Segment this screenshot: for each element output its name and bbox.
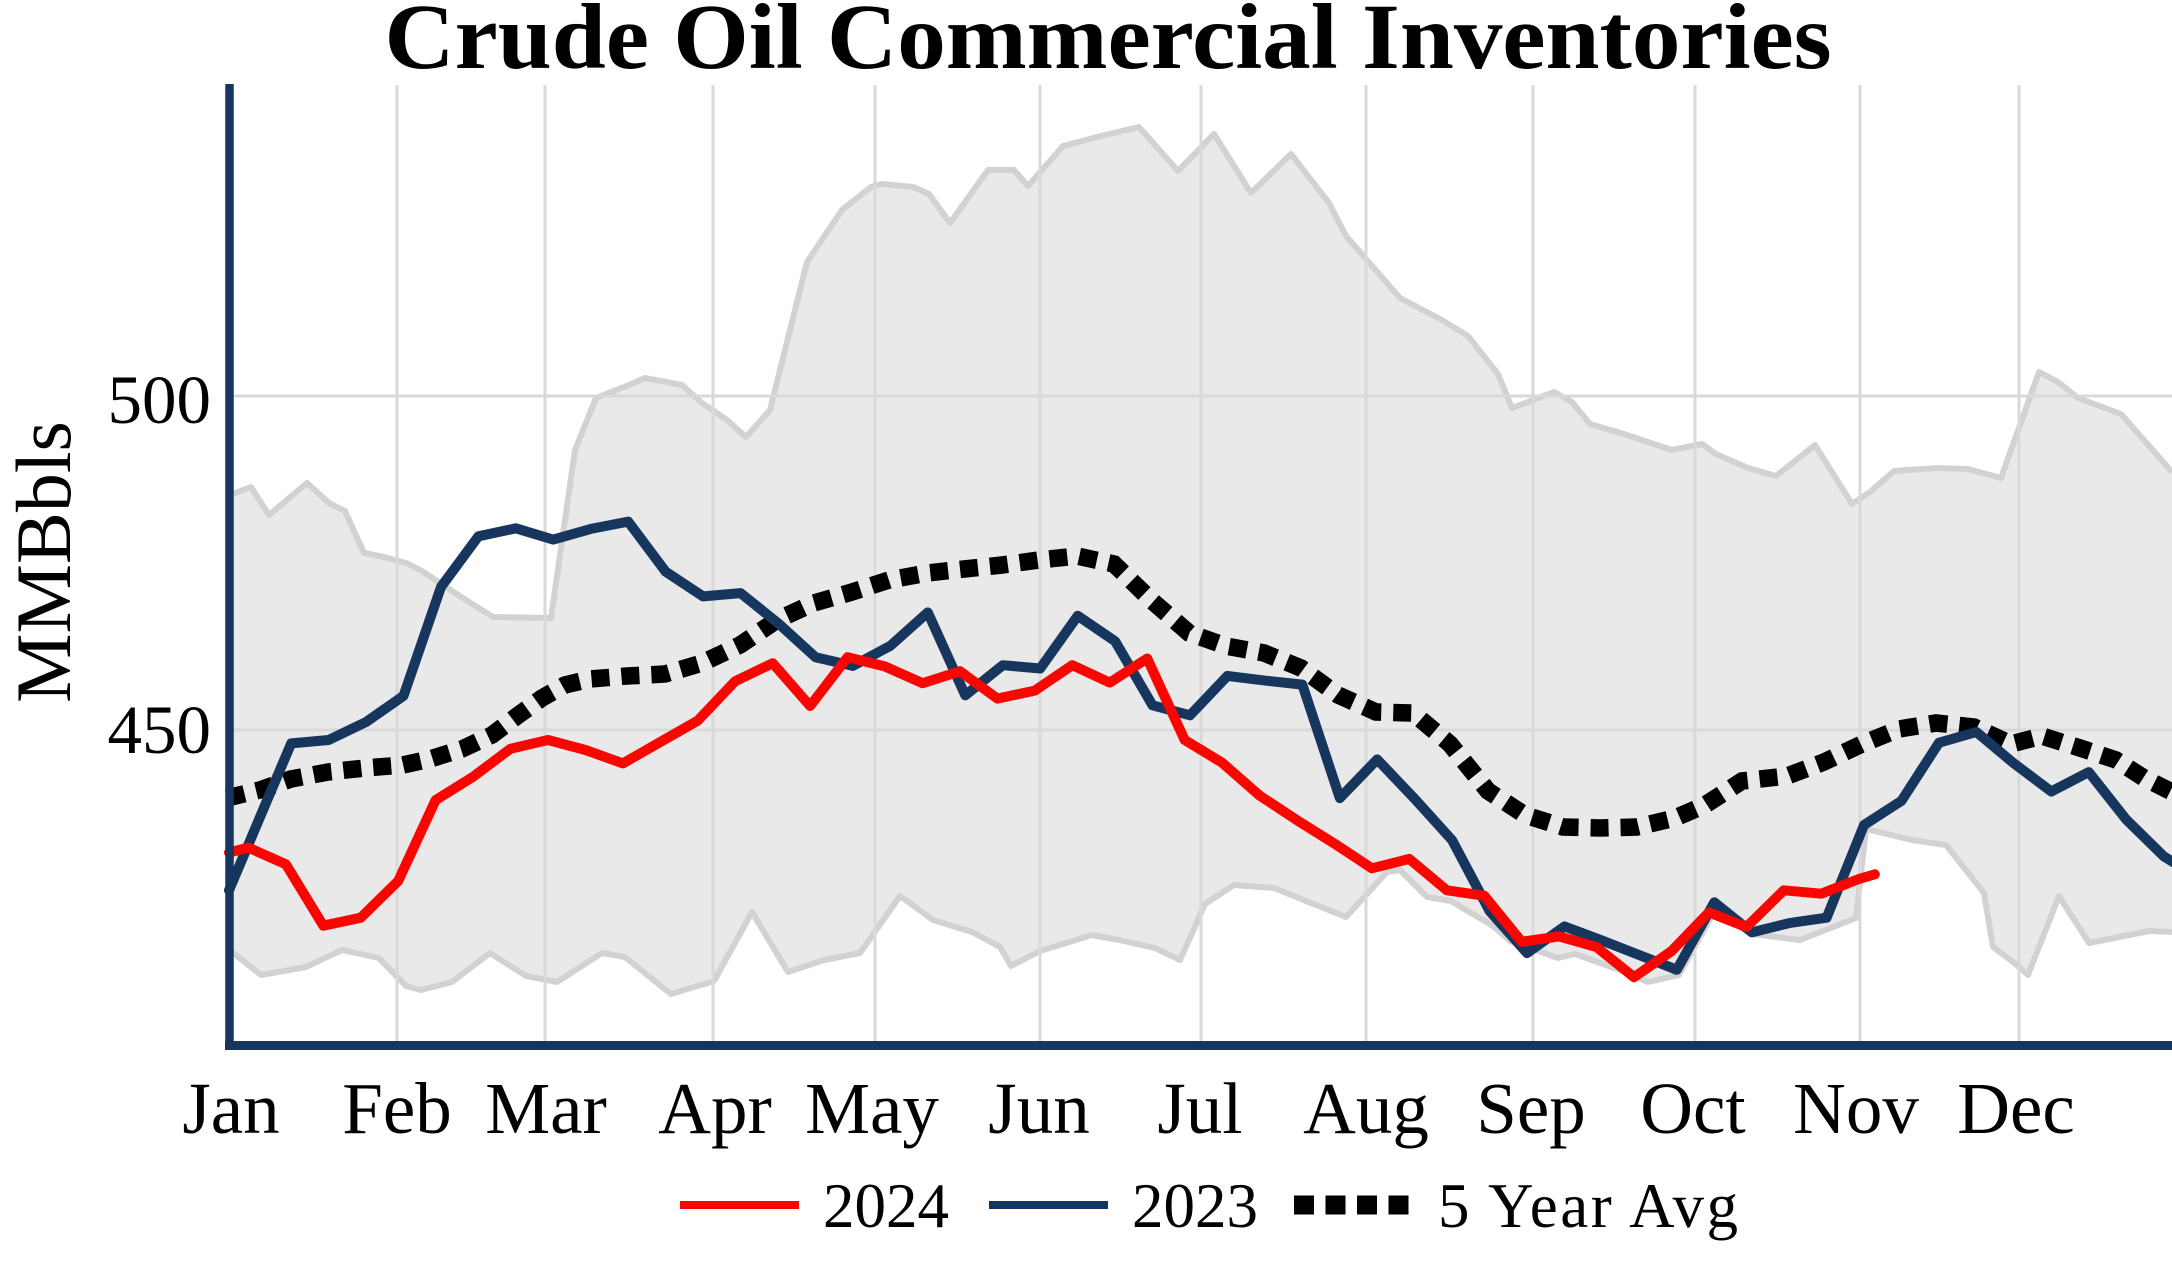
- svg-text:2024: 2024: [823, 1171, 949, 1241]
- svg-text:2023: 2023: [1132, 1171, 1258, 1241]
- svg-text:MMBbls: MMBbls: [0, 421, 87, 703]
- svg-text:Apr: Apr: [658, 1068, 772, 1149]
- svg-text:Jan: Jan: [182, 1068, 279, 1149]
- svg-text:Nov: Nov: [1793, 1068, 1919, 1149]
- svg-text:Crude Oil Commercial Inventori: Crude Oil Commercial Inventories: [385, 0, 1832, 89]
- svg-text:May: May: [805, 1068, 939, 1149]
- svg-text:Mar: Mar: [485, 1068, 607, 1149]
- svg-text:500: 500: [108, 362, 212, 438]
- svg-text:5 Year Avg: 5 Year Avg: [1438, 1171, 1738, 1241]
- svg-text:450: 450: [108, 692, 212, 768]
- svg-text:Feb: Feb: [342, 1068, 452, 1149]
- svg-text:Oct: Oct: [1640, 1068, 1745, 1149]
- svg-text:Aug: Aug: [1303, 1068, 1429, 1149]
- svg-text:Sep: Sep: [1476, 1068, 1586, 1149]
- svg-text:Jun: Jun: [988, 1068, 1089, 1149]
- svg-text:Dec: Dec: [1957, 1068, 2075, 1149]
- svg-text:Jul: Jul: [1157, 1068, 1242, 1149]
